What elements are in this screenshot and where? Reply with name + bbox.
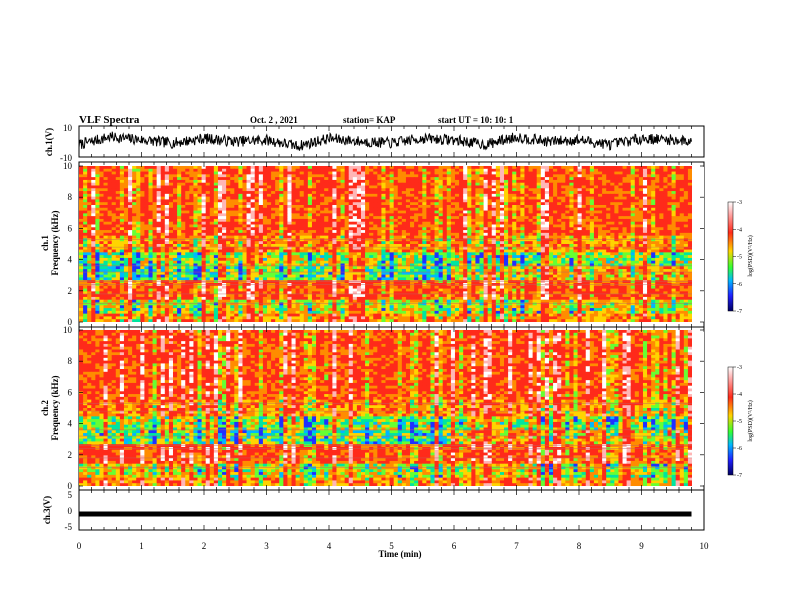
x-tick-label: 4 — [327, 541, 332, 551]
ch3-panel: 5 0 -5 ch.3(V) — [42, 489, 705, 532]
ch2-spectrogram-image — [79, 330, 704, 486]
ch1-ytick-bottom: -10 — [60, 153, 72, 163]
x-tick-label: 7 — [514, 541, 519, 551]
y-tick-label: 6 — [68, 387, 73, 397]
colorbar-tick-label: -3 — [737, 200, 742, 206]
x-tick-label: 10 — [700, 541, 710, 551]
ch1-spectrogram-ylabel-channel: ch.1 — [40, 235, 50, 251]
x-tick-label: 6 — [452, 541, 457, 551]
x-tick-label: 9 — [639, 541, 644, 551]
ch2-colorbar-label: log(PSD)(V²/Hz) — [747, 400, 754, 441]
ch3-ylabel: ch.3(V) — [42, 496, 52, 524]
colorbar-tick-label: -3 — [737, 365, 742, 371]
ch1-colorbar: -3 -4 -5 -6 -7 log(PSD)(V²/Hz) — [727, 200, 754, 315]
ch1-spectrogram-panel: 0 2 4 6 8 10 ch.1 Frequency (kHz) — [40, 161, 705, 328]
ch3-ytick-mid: 0 — [68, 506, 73, 516]
ch1-waveform-ylabel: ch.1(V) — [44, 128, 54, 156]
y-tick-label: 2 — [68, 286, 73, 296]
ch2-spectrogram-yticks: 0 2 4 6 8 10 — [63, 325, 704, 491]
ch3-ytick-bottom: -5 — [65, 522, 73, 532]
colorbar-tick-label: -6 — [737, 446, 742, 452]
station-label: station= KAP — [343, 115, 396, 125]
x-tick-label: 1 — [139, 541, 144, 551]
ch3-trace — [79, 511, 692, 517]
ch2-spectrogram-panel: 0 2 4 6 8 10 ch.2 Frequency (kHz) — [40, 325, 705, 491]
ch1-colorbar-ticks: -3 -4 -5 -6 -7 — [733, 200, 742, 315]
ch2-spectrogram-ylabel-frequency: Frequency (kHz) — [50, 375, 60, 440]
ch1-ytick-top: 10 — [63, 123, 73, 133]
y-tick-label: 0 — [68, 481, 73, 491]
x-tick-label: 3 — [264, 541, 269, 551]
colorbar-tick-label: -5 — [737, 255, 742, 261]
ch1-waveform-panel: 10 -10 ch.1(V) — [44, 123, 705, 163]
ch1-waveform-ticks — [78, 126, 705, 157]
colorbar-tick-label: -6 — [737, 282, 742, 288]
colorbar-tick-label: -7 — [737, 473, 742, 479]
y-tick-label: 0 — [68, 317, 73, 327]
ch1-spectrogram-image — [79, 166, 704, 322]
y-tick-label: 8 — [68, 192, 73, 202]
y-tick-label: 4 — [68, 419, 73, 429]
y-tick-label: 10 — [63, 325, 73, 335]
y-tick-label: 10 — [63, 161, 73, 171]
ch3-ytick-top: 5 — [68, 490, 73, 500]
x-tick-label: 2 — [202, 541, 207, 551]
y-tick-label: 4 — [68, 255, 73, 265]
colorbar-tick-label: -4 — [737, 392, 742, 398]
start-ut-label: start UT = 10: 10: 1 — [438, 115, 514, 125]
time-axis-ticklabels: 0 1 2 3 4 5 6 7 8 9 10 — [77, 541, 709, 551]
colorbar-tick-label: -4 — [737, 227, 742, 233]
y-tick-label: 8 — [68, 356, 73, 366]
y-tick-label: 6 — [68, 223, 73, 233]
ch1-spectrogram-yticks: 0 2 4 6 8 10 — [63, 161, 704, 327]
x-tick-label: 5 — [389, 541, 394, 551]
colorbar-tick-label: -7 — [737, 309, 742, 315]
colorbar-tick-label: -5 — [737, 419, 742, 425]
time-axis-label: Time (min) — [378, 549, 421, 559]
y-tick-label: 2 — [68, 450, 73, 460]
ch2-spectrogram-ylabel-channel: ch.2 — [40, 400, 50, 416]
figure-title: VLF Spectra — [79, 114, 140, 126]
ch3-ticks — [78, 490, 705, 530]
date-label: Oct. 2 , 2021 — [250, 115, 298, 125]
ch2-colorbar-ticks: -3 -4 -5 -6 -7 — [733, 365, 742, 479]
x-tick-label: 0 — [77, 541, 82, 551]
ch1-waveform-trace — [78, 131, 692, 151]
ch1-spectrogram-ylabel-frequency: Frequency (kHz) — [50, 210, 60, 275]
ch2-colorbar: -3 -4 -5 -6 -7 log(PSD)(V²/Hz) — [727, 365, 754, 479]
x-tick-label: 8 — [577, 541, 582, 551]
ch1-colorbar-label: log(PSD)(V²/Hz) — [747, 235, 754, 276]
